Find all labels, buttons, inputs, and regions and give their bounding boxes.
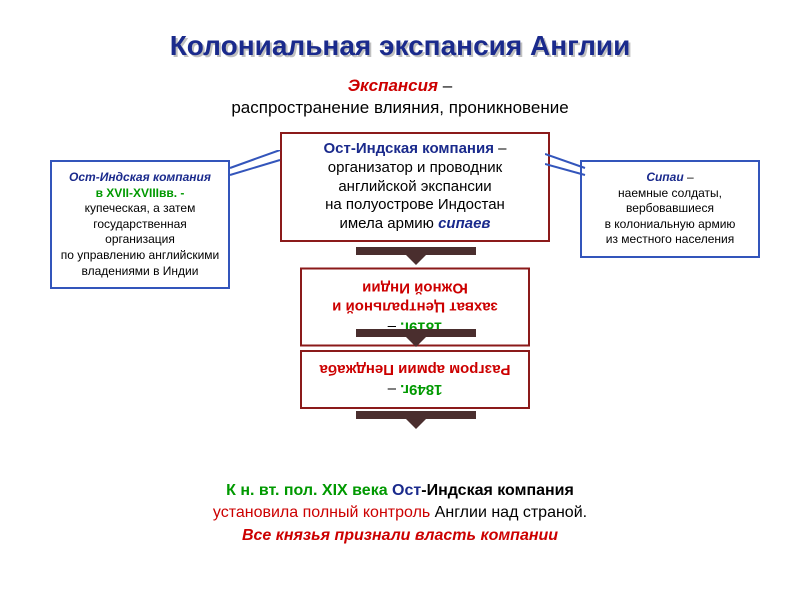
conclusion-control-black: Англии над страной. bbox=[430, 504, 587, 521]
right-callout-dash: – bbox=[684, 170, 694, 184]
event-1849-year: 1849г. bbox=[400, 381, 442, 398]
conclusion-ost: Ост bbox=[392, 482, 421, 499]
main-box-line3a: имела армию bbox=[339, 215, 438, 232]
title-text: Колониальная экспансия Англии bbox=[170, 30, 631, 61]
left-callout-period: в XVII-XVIIIвв. - bbox=[96, 186, 185, 200]
left-callout: Ост-Индская компания в XVII-XVIIIвв. - к… bbox=[50, 160, 230, 289]
arrow-3 bbox=[356, 411, 476, 429]
subtitle-dash: – bbox=[438, 76, 452, 95]
left-callout-title: Ост-Индская компания bbox=[69, 170, 211, 184]
subtitle-definition: распространение влияния, проникновение bbox=[231, 98, 568, 117]
event-1849-body: Разгром армии Пенджаба bbox=[320, 362, 511, 379]
right-callout-tail bbox=[545, 150, 590, 180]
conclusion: К н. вт. пол. XIX века Ост-Индская компа… bbox=[0, 480, 800, 547]
subtitle: Экспансия – распространение влияния, про… bbox=[0, 75, 800, 119]
page-title: Колониальная экспансия Англии bbox=[0, 30, 800, 62]
right-callout: Сипаи – наемные солдаты, вербовавшиеся в… bbox=[580, 160, 760, 258]
right-callout-body1: наемные солдаты, вербовавшиеся bbox=[618, 186, 722, 216]
conclusion-princes: Все князья признали власть компании bbox=[242, 527, 558, 544]
conclusion-company: -Индская компания bbox=[421, 482, 574, 499]
conclusion-control-red: установила полный контроль bbox=[213, 504, 430, 521]
left-callout-body1: купеческая, а затем государственная орга… bbox=[85, 201, 196, 246]
left-callout-body2: по управлению английскими владениями в И… bbox=[61, 248, 220, 278]
conclusion-period: К н. вт. пол. XIX века bbox=[226, 482, 392, 499]
main-box: Ост-Индская компания – организатор и про… bbox=[280, 132, 550, 242]
event-1849-dash: – bbox=[388, 381, 401, 398]
arrow-1 bbox=[356, 247, 476, 265]
arrow-2 bbox=[356, 329, 476, 347]
right-callout-body3: из местного населения bbox=[606, 232, 734, 246]
main-box-term: Ост-Индская компания bbox=[324, 140, 494, 157]
main-box-line1: организатор и проводник английской экспа… bbox=[328, 159, 502, 195]
main-box-dash: – bbox=[494, 140, 507, 157]
event-box-1849: 1849г. – Разгром армии Пенджаба bbox=[300, 350, 530, 409]
main-box-sipai: сипаев bbox=[438, 215, 490, 232]
left-callout-tail bbox=[225, 150, 285, 180]
event-1819-body: захват Центральной и Южной Индии bbox=[332, 280, 498, 317]
right-callout-title: Сипаи bbox=[646, 170, 683, 184]
main-box-line2: на полуострове Индостан bbox=[325, 196, 505, 213]
right-callout-body2: в колониальную армию bbox=[605, 217, 736, 231]
subtitle-term: Экспансия bbox=[348, 76, 438, 95]
